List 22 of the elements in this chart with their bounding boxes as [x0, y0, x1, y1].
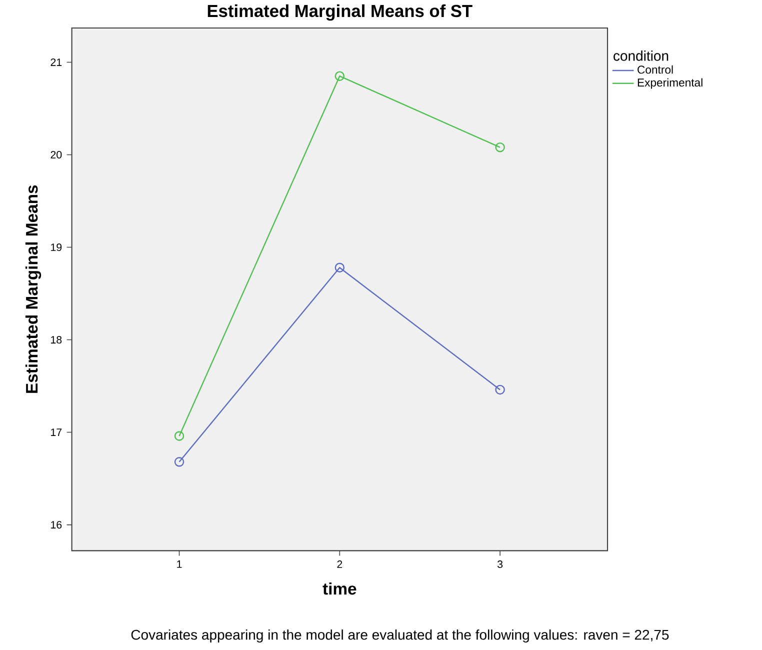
x-tick-label: 3: [497, 560, 503, 568]
text: Covariates appearing in the model are evaluated at the following values: raven = 22,75: [131, 629, 669, 643]
y-tick-label: 19: [51, 243, 62, 252]
y-tick-label: 20: [50, 150, 62, 159]
x-axis-title: time: [322, 582, 356, 595]
point: [334, 71, 345, 81]
point: [495, 142, 505, 152]
y-tick-label: 18: [51, 336, 62, 344]
y-tick-label: 16: [51, 521, 62, 529]
legend-label: Control: [638, 65, 673, 74]
y-tick-label: 21: [50, 58, 62, 66]
y-tick-label: 17: [51, 428, 62, 436]
point: [174, 431, 184, 441]
point: [174, 457, 184, 467]
point: [334, 262, 345, 272]
x-tick-label: 2: [337, 560, 342, 568]
y-axis-title: Estimated Marginal Means: [25, 185, 42, 393]
legend-title: condition: [614, 50, 668, 61]
point: [495, 384, 505, 395]
legend-label: Experimental: [638, 78, 702, 89]
chart-title: Estimated Marginal Means of ST: [208, 4, 472, 21]
x-tick-label: 1: [177, 560, 182, 568]
